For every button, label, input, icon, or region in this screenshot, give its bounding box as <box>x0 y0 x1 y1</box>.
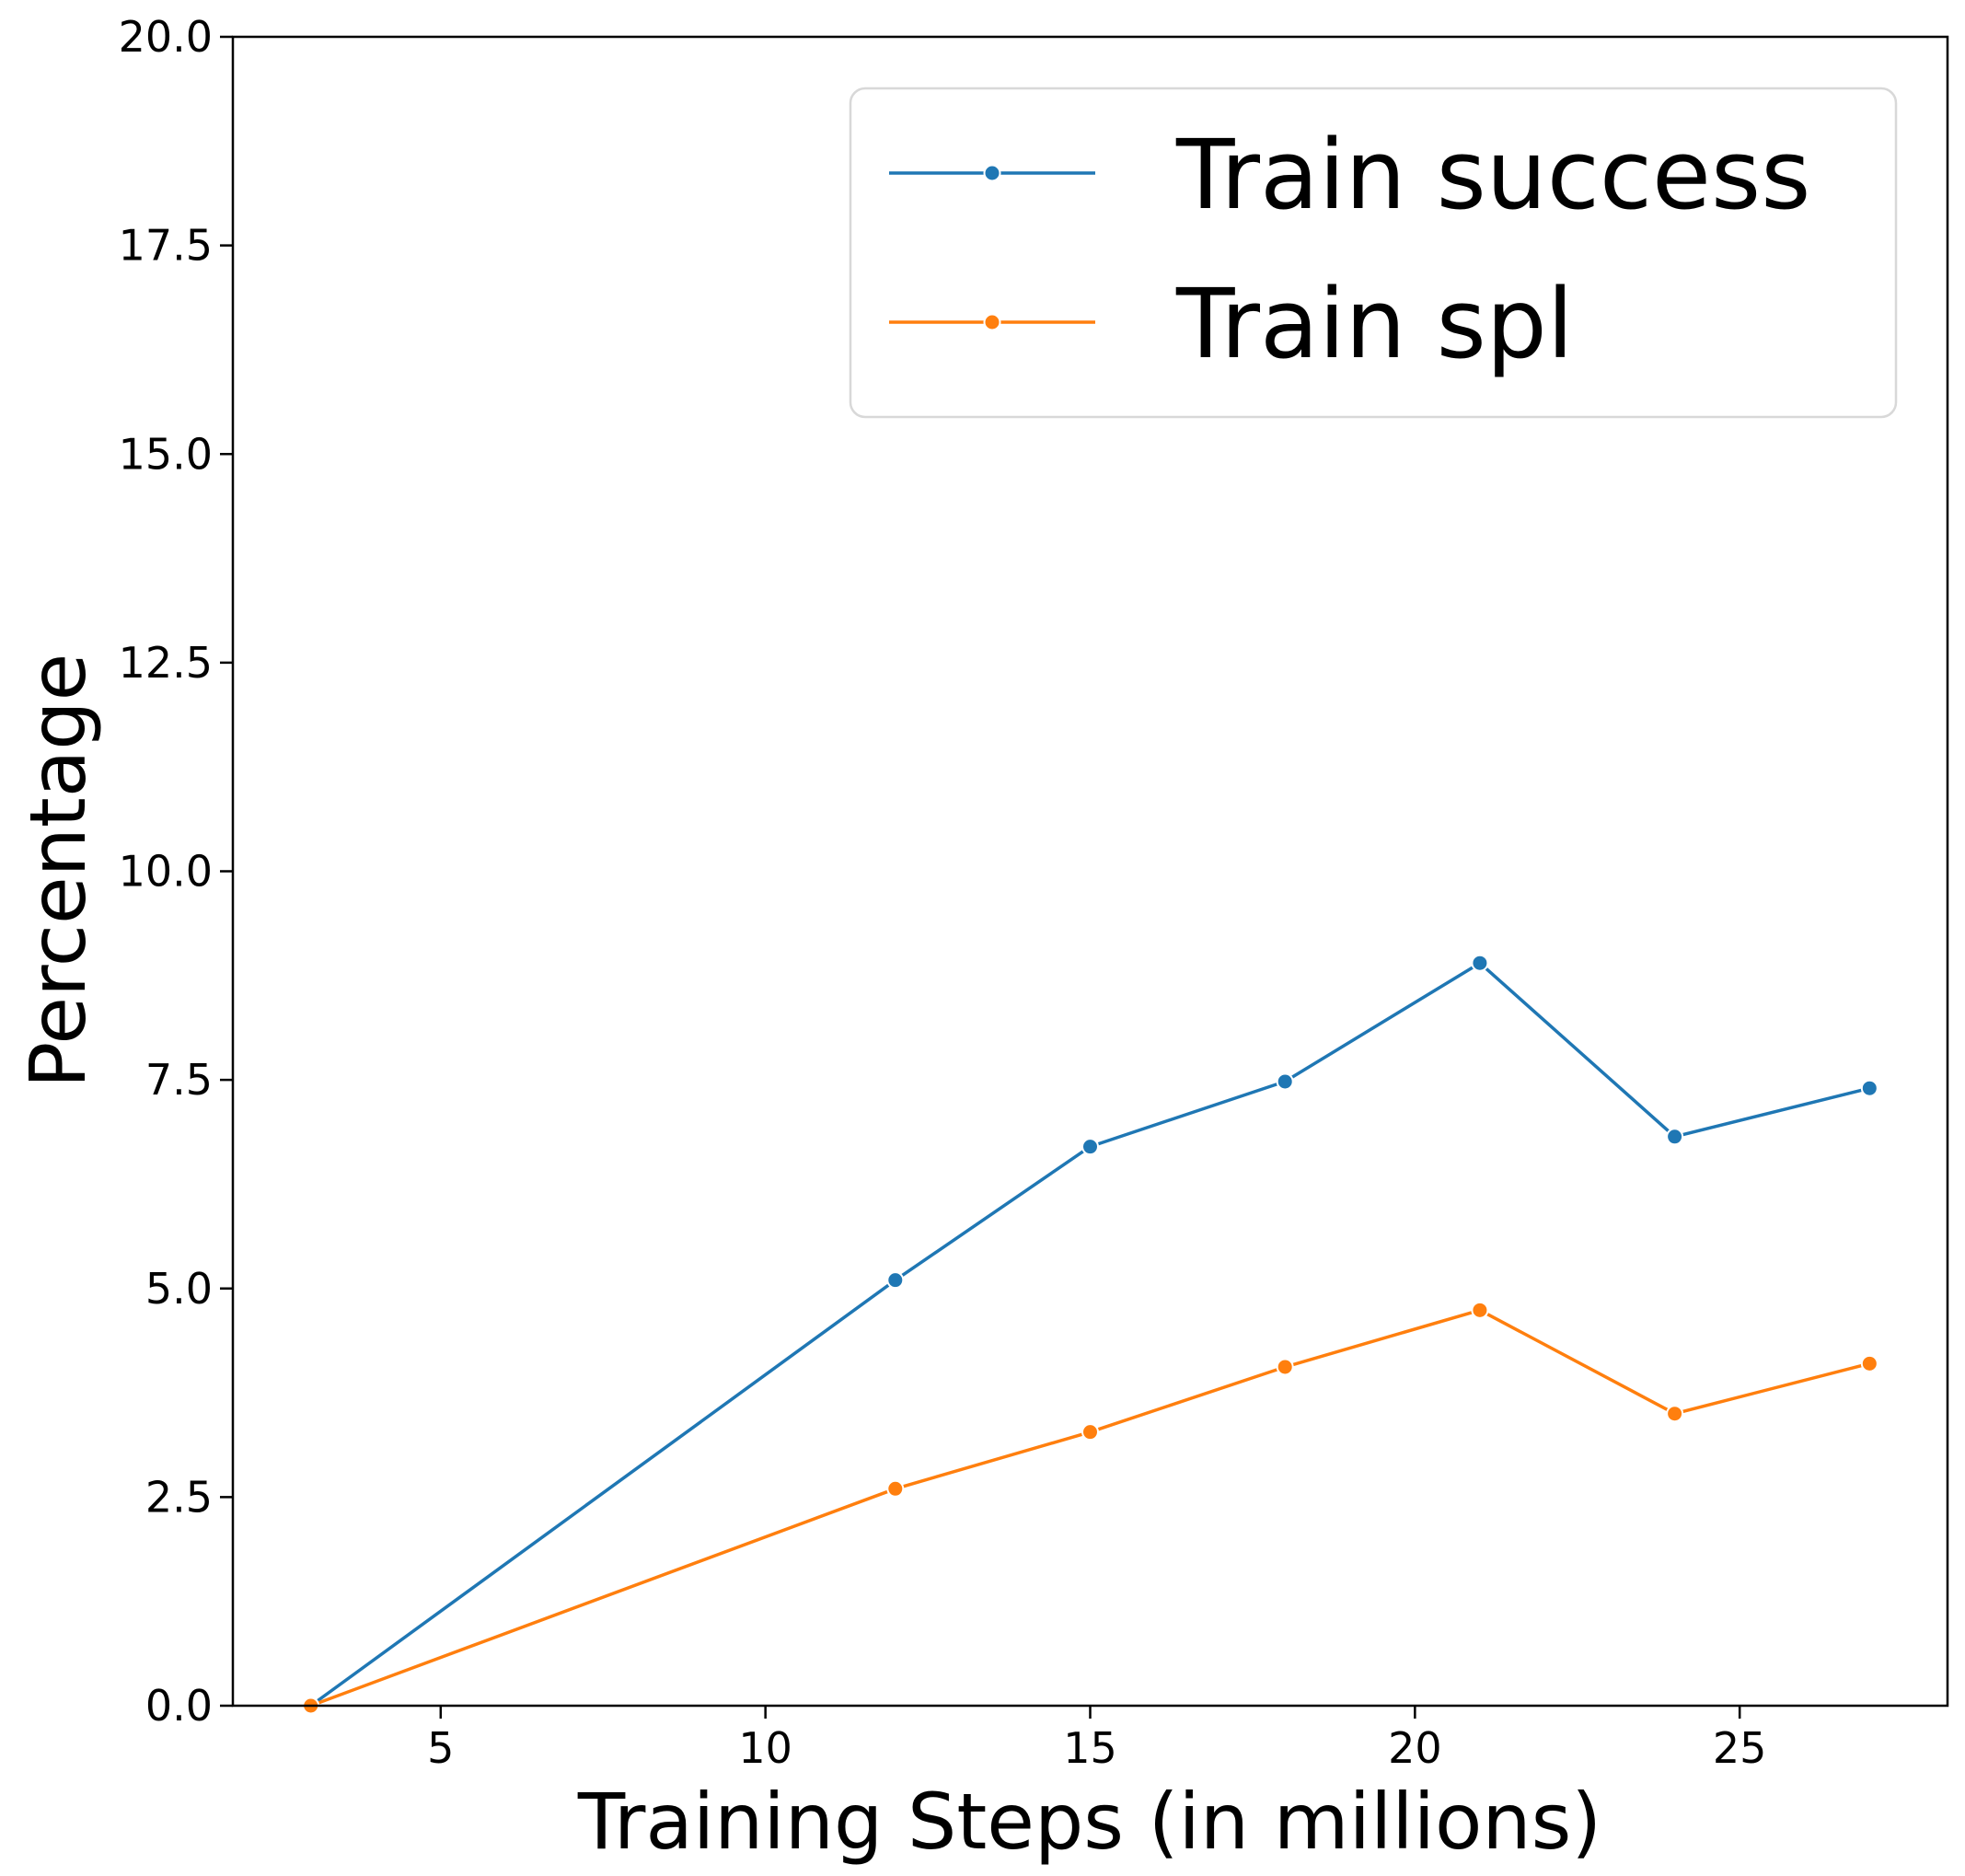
data-point-train-spl <box>1276 1358 1294 1376</box>
x-tick-label: 25 <box>1713 1723 1767 1773</box>
data-point-train-success <box>1081 1138 1099 1156</box>
data-point-train-success <box>1860 1079 1878 1097</box>
y-axis-label: Percentage <box>13 654 103 1089</box>
x-axis-ticks: 5 10 15 20 25 <box>427 1706 1766 1773</box>
data-point-train-spl <box>1860 1354 1878 1372</box>
data-point-train-success <box>1471 954 1489 972</box>
y-tick-label: 0.0 <box>145 1681 213 1731</box>
x-tick-label: 15 <box>1063 1723 1117 1773</box>
data-point-train-spl <box>886 1479 905 1498</box>
y-tick-label: 12.5 <box>119 638 213 688</box>
y-tick-label: 5.0 <box>145 1264 213 1314</box>
data-point-train-spl <box>1081 1423 1099 1442</box>
plot-frame <box>231 35 1949 1708</box>
legend-label-train-spl: Train spl <box>1175 268 1574 380</box>
y-tick-label: 17.5 <box>119 221 213 271</box>
y-tick-label: 10.0 <box>119 847 213 897</box>
x-tick-label: 5 <box>427 1723 454 1773</box>
legend-box <box>849 87 1898 419</box>
x-tick-label: 10 <box>738 1723 792 1773</box>
y-tick-label: 20.0 <box>119 12 213 62</box>
x-tick-label: 20 <box>1388 1723 1442 1773</box>
data-point-train-success <box>886 1271 905 1290</box>
data-point-train-success <box>1276 1072 1294 1091</box>
y-axis-ticks: 0.0 2.5 5.0 7.5 10.0 12.5 15.0 17.5 20.0 <box>119 12 233 1731</box>
data-point-train-spl <box>1471 1301 1489 1319</box>
legend-marker-train-success <box>983 164 1001 182</box>
y-tick-label: 15.0 <box>119 429 213 479</box>
data-point-train-success <box>1666 1128 1684 1146</box>
legend-label-train-success: Train success <box>1175 119 1810 231</box>
y-tick-label: 2.5 <box>145 1472 213 1522</box>
legend: Train success Train spl <box>849 87 1898 419</box>
y-tick-label: 7.5 <box>145 1055 213 1105</box>
data-point-train-spl <box>1666 1405 1684 1423</box>
x-axis-label: Training Steps (in millions) <box>577 1777 1601 1867</box>
legend-marker-train-spl <box>983 313 1001 331</box>
